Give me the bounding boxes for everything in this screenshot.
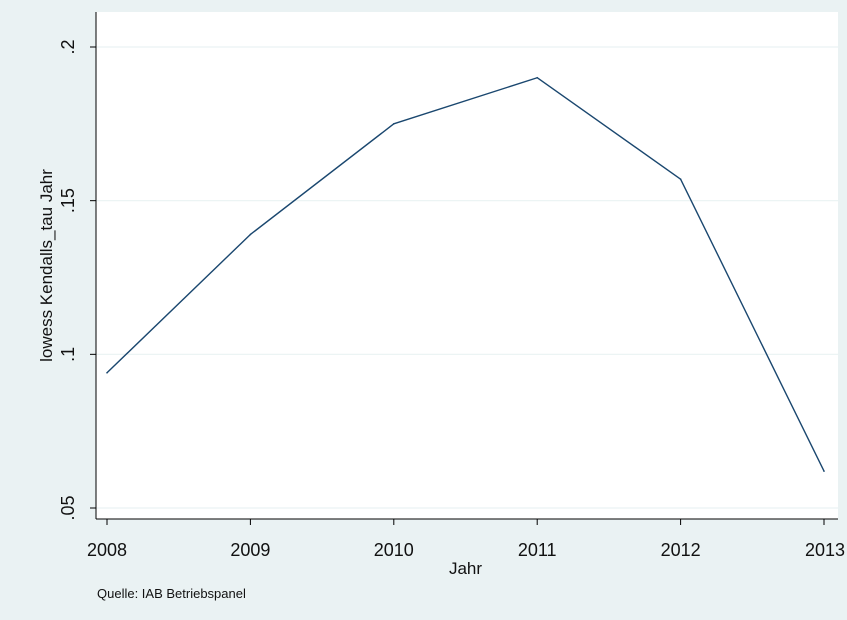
data-point [106,371,108,374]
data-point [249,233,252,236]
x-tick-label: 2012 [661,540,701,560]
y-axis: .05 .1 .15 .2 [58,12,97,521]
y-axis-title: lowess Kendalls_tau Jahr [37,169,56,362]
x-tick-label: 2008 [87,540,127,560]
x-tick-label: 2009 [230,540,270,560]
data-point [823,470,825,472]
y-tick-label: .05 [58,495,78,520]
data-point [536,76,538,79]
plot-area [96,12,838,519]
series-line-0 [106,77,825,472]
data-point [679,178,682,180]
x-axis-title: Jahr [449,559,482,578]
x-tick-label: 2010 [374,540,414,560]
gridlines [96,46,838,509]
data-point [393,123,395,125]
source-note: Quelle: IAB Betriebspanel [97,586,246,601]
x-axis: 2008 2009 2010 2011 2012 2013 [87,518,845,560]
y-tick-label: .2 [58,39,78,54]
y-tick-label: .15 [58,188,78,213]
x-tick-label: 2013 [805,540,845,560]
series-group [106,76,825,472]
x-tick-label: 2011 [518,540,557,560]
y-tick-label: .1 [58,347,78,362]
